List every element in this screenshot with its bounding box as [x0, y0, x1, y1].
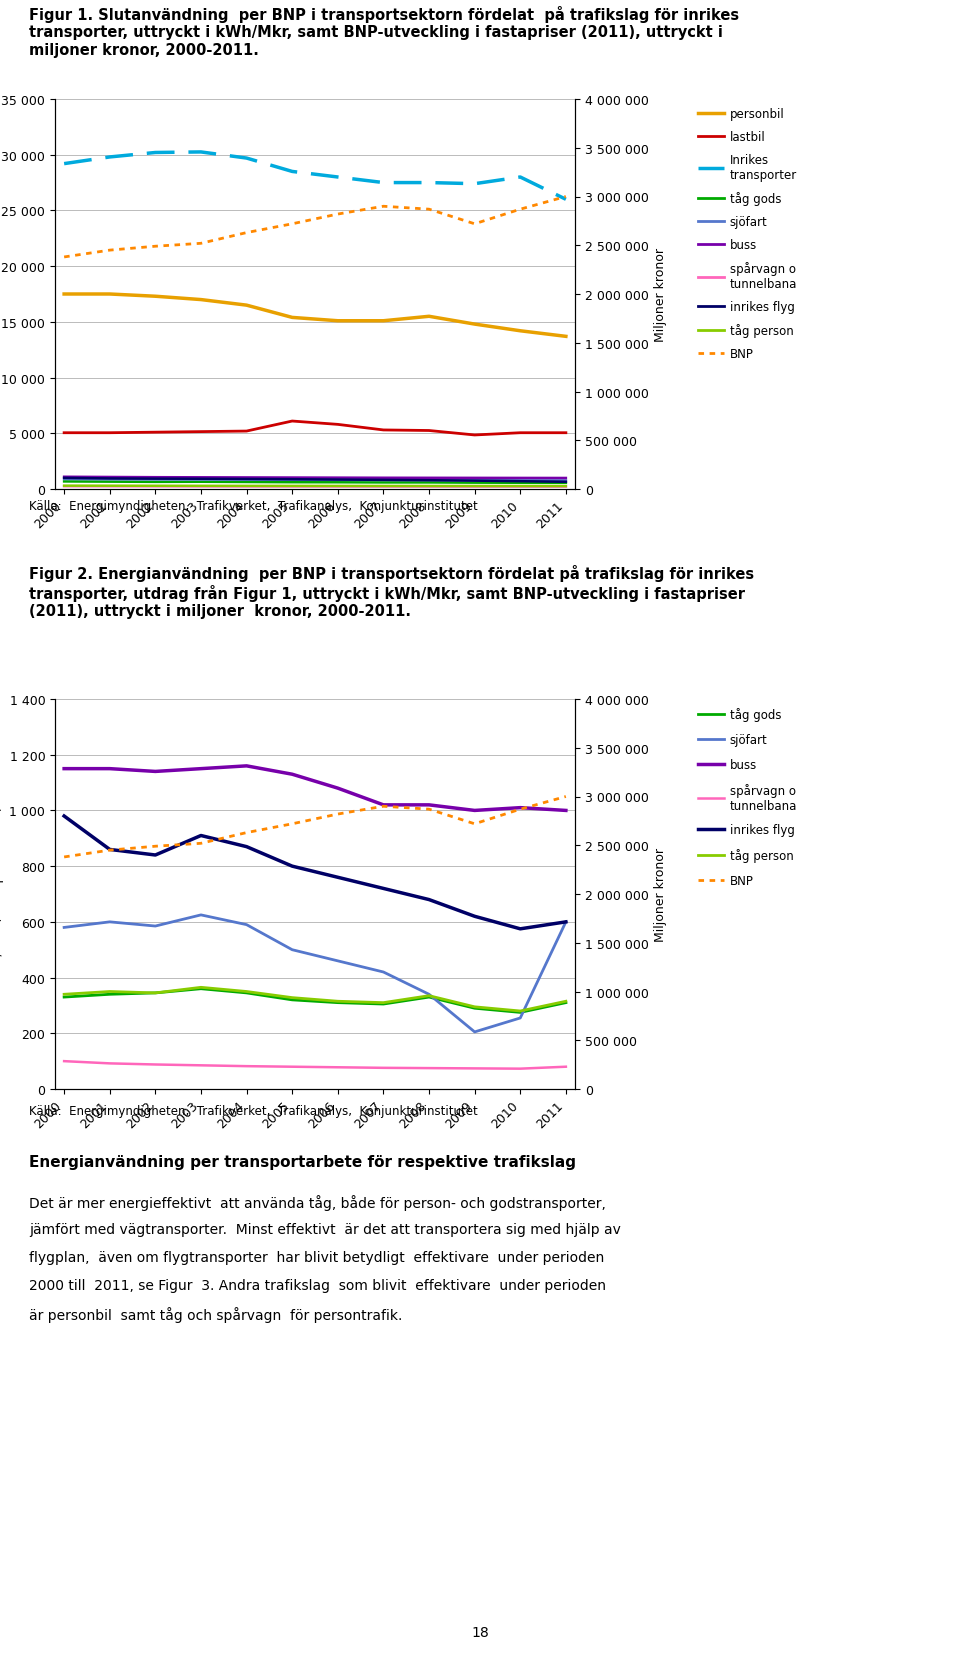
Text: 2000 till  2011, se Figur  3. Andra trafikslag  som blivit  effektivare  under p: 2000 till 2011, se Figur 3. Andra trafik… — [29, 1278, 606, 1293]
Text: Källa:  Energimyndigheten,  Trafikverket,  Trafikanalys,  Konjunkturinstitutet: Källa: Energimyndigheten, Trafikverket, … — [29, 1104, 477, 1117]
Text: Källa:  Energimyndigheten,  Trafikverket,  Trafikanalys,  Konjunkturinstitutet: Källa: Energimyndigheten, Trafikverket, … — [29, 500, 477, 513]
Text: Figur 1. Slutanvändning  per BNP i transportsektorn fördelat  på trafikslag för : Figur 1. Slutanvändning per BNP i transp… — [29, 7, 739, 58]
Y-axis label: kWh/mkr (fasta priser 2011): kWh/mkr (fasta priser 2011) — [0, 806, 4, 983]
Y-axis label: Miljoner kronor: Miljoner kronor — [654, 248, 667, 343]
Y-axis label: Miljoner kronor: Miljoner kronor — [654, 847, 667, 942]
Text: flygplan,  även om flygtransporter  har blivit betydligt  effektivare  under per: flygplan, även om flygtransporter har bl… — [29, 1250, 604, 1264]
Text: 18: 18 — [471, 1625, 489, 1638]
Text: jämfört med vägtransporter.  Minst effektivt  är det att transportera sig med hj: jämfört med vägtransporter. Minst effekt… — [29, 1223, 621, 1236]
Text: Energianvändning per transportarbete för respektive trafikslag: Energianvändning per transportarbete för… — [29, 1154, 576, 1170]
Text: Figur 2. Energianvändning  per BNP i transportsektorn fördelat på trafikslag för: Figur 2. Energianvändning per BNP i tran… — [29, 564, 754, 619]
Legend: tåg gods, sjöfart, buss, spårvagn o
tunnelbana, inrikes flyg, tåg person, BNP: tåg gods, sjöfart, buss, spårvagn o tunn… — [695, 705, 800, 890]
Text: är personbil  samt tåg och spårvagn  för persontrafik.: är personbil samt tåg och spårvagn för p… — [29, 1306, 402, 1322]
Legend: personbil, lastbil, Inrikes
transporter, tåg gods, sjöfart, buss, spårvagn o
tun: personbil, lastbil, Inrikes transporter,… — [695, 106, 800, 364]
Text: Det är mer energieffektivt  att använda tåg, både för person- och godstransporte: Det är mer energieffektivt att använda t… — [29, 1195, 606, 1210]
